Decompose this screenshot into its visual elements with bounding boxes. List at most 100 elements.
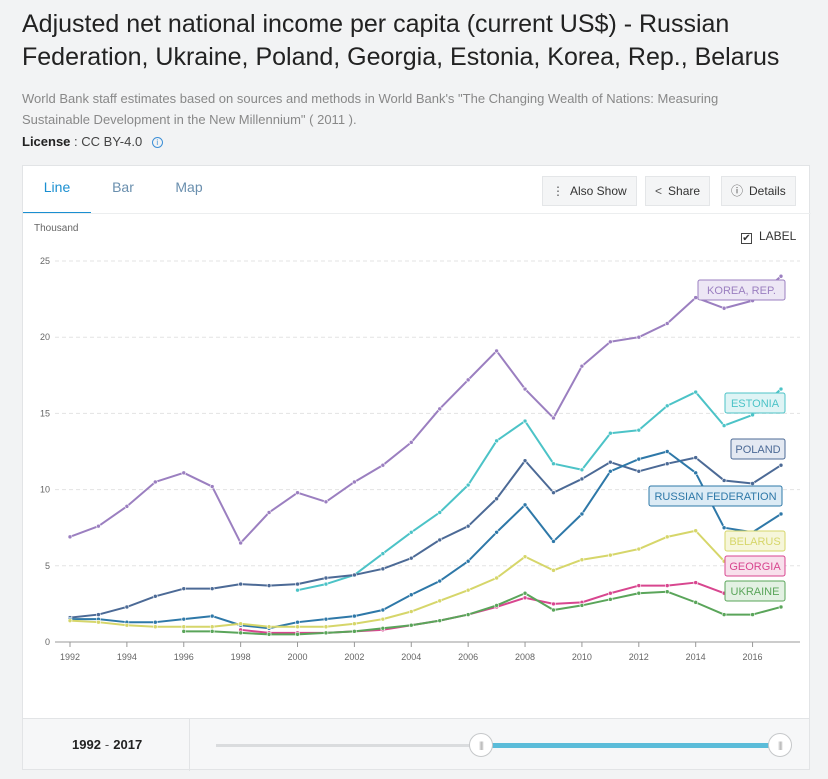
data-point-korea-rep [408, 440, 414, 445]
series-label-poland: POLAND [735, 444, 780, 456]
data-point-estonia [323, 581, 329, 587]
info-icon[interactable]: i [151, 137, 163, 148]
data-point-korea-rep [608, 339, 613, 345]
data-point-russian-federation [778, 511, 784, 517]
data-point-georgia [664, 583, 670, 588]
also-show-button[interactable]: ⋮ Also Show [542, 176, 637, 206]
share-label: Share [668, 184, 701, 198]
series-label-box-georgia [724, 555, 786, 577]
data-point-poland [494, 496, 499, 502]
data-point-russian-federation [437, 578, 443, 584]
data-point-russian-federation [664, 449, 670, 454]
data-point-poland [352, 572, 357, 578]
data-point-korea-rep [494, 348, 499, 354]
x-tick-label: 1996 [174, 652, 194, 662]
data-point-poland [664, 461, 670, 466]
label-toggle-text: LABEL [759, 229, 797, 243]
data-point-russian-federation [494, 529, 499, 535]
data-point-korea-rep [522, 386, 528, 392]
data-point-belarus [579, 557, 585, 563]
data-point-russian-federation [209, 613, 215, 619]
data-point-ukraine [266, 632, 272, 637]
tab-map[interactable]: Map [175, 179, 203, 195]
series-label-box-ukraine [724, 580, 786, 602]
x-tick-label: 2002 [344, 652, 364, 662]
data-point-russian-federation [153, 619, 158, 625]
label-toggle[interactable]: ✔ LABEL [741, 229, 796, 244]
data-point-russian-federation [465, 558, 471, 564]
data-point-poland [323, 575, 329, 581]
data-point-russian-federation [380, 607, 386, 613]
checkbox-icon[interactable]: ✔ [741, 233, 752, 244]
x-tick-label: 2016 [743, 652, 763, 662]
y-tick-label: 20 [40, 332, 50, 342]
data-point-ukraine [636, 590, 642, 596]
data-point-korea-rep [295, 490, 300, 495]
x-tick-label: 2010 [572, 652, 592, 662]
range-divider [189, 719, 190, 771]
data-point-estonia [494, 438, 499, 444]
data-point-ukraine [295, 632, 300, 637]
data-point-belarus [266, 624, 272, 630]
data-point-belarus [465, 587, 471, 593]
data-point-belarus [323, 624, 329, 630]
x-tick-label: 1998 [231, 652, 251, 662]
data-point-ukraine [494, 603, 499, 608]
data-point-ukraine [437, 618, 443, 623]
data-point-ukraine [209, 629, 215, 634]
data-point-poland [124, 604, 130, 610]
data-point-georgia [693, 580, 698, 585]
share-button[interactable]: < Share [645, 176, 711, 206]
data-point-russian-federation [721, 525, 727, 531]
data-point-poland [693, 455, 698, 460]
x-tick-label: 2014 [686, 652, 706, 662]
data-point-russian-federation [693, 470, 698, 476]
tab-bar[interactable]: Bar [112, 179, 134, 195]
series-label-belarus: BELARUS [729, 536, 780, 548]
data-point-korea-rep [579, 363, 585, 369]
data-point-belarus [209, 624, 215, 630]
range-start-handle[interactable]: ||| [469, 733, 493, 757]
data-point-poland [778, 462, 784, 468]
data-point-poland [551, 490, 556, 495]
data-point-poland [380, 566, 386, 572]
data-point-russian-federation [579, 511, 585, 517]
range-end-handle[interactable]: ||| [768, 733, 792, 757]
data-point-estonia [380, 551, 386, 556]
data-point-korea-rep [124, 504, 130, 509]
data-point-estonia [465, 482, 471, 488]
data-point-poland [750, 481, 755, 486]
data-point-poland [266, 583, 272, 588]
data-point-ukraine [380, 625, 386, 631]
y-tick-label: 10 [40, 485, 50, 495]
series-line-georgia [240, 581, 725, 634]
range-end: 2017 [113, 737, 143, 752]
data-point-belarus [124, 622, 130, 628]
data-point-korea-rep [96, 523, 101, 529]
series-line-korea-rep [69, 275, 782, 544]
series-label-box-belarus [724, 530, 786, 552]
y-tick-label: 0 [45, 637, 50, 647]
data-point-georgia [551, 601, 556, 607]
data-point-korea-rep [67, 534, 73, 540]
data-point-belarus [380, 616, 386, 622]
data-point-ukraine [664, 589, 670, 595]
details-button[interactable]: ⓘ Details [721, 176, 796, 206]
data-point-korea-rep [181, 470, 187, 476]
data-point-estonia [664, 403, 670, 409]
data-point-ukraine [750, 612, 755, 617]
series-label-ukraine: UKRAINE [731, 586, 780, 598]
series-label-estonia: ESTONIA [731, 398, 780, 410]
data-point-russian-federation [408, 592, 414, 598]
data-point-belarus [238, 621, 243, 627]
data-point-poland [408, 555, 414, 561]
data-point-poland [579, 476, 585, 482]
year-range-bar: 1992-2017 ||| ||| [22, 718, 810, 771]
x-tick-label: 1994 [117, 652, 137, 662]
data-point-belarus [437, 598, 443, 604]
data-point-poland [209, 586, 215, 591]
data-point-ukraine [408, 622, 414, 628]
also-show-label: Also Show [570, 184, 627, 198]
